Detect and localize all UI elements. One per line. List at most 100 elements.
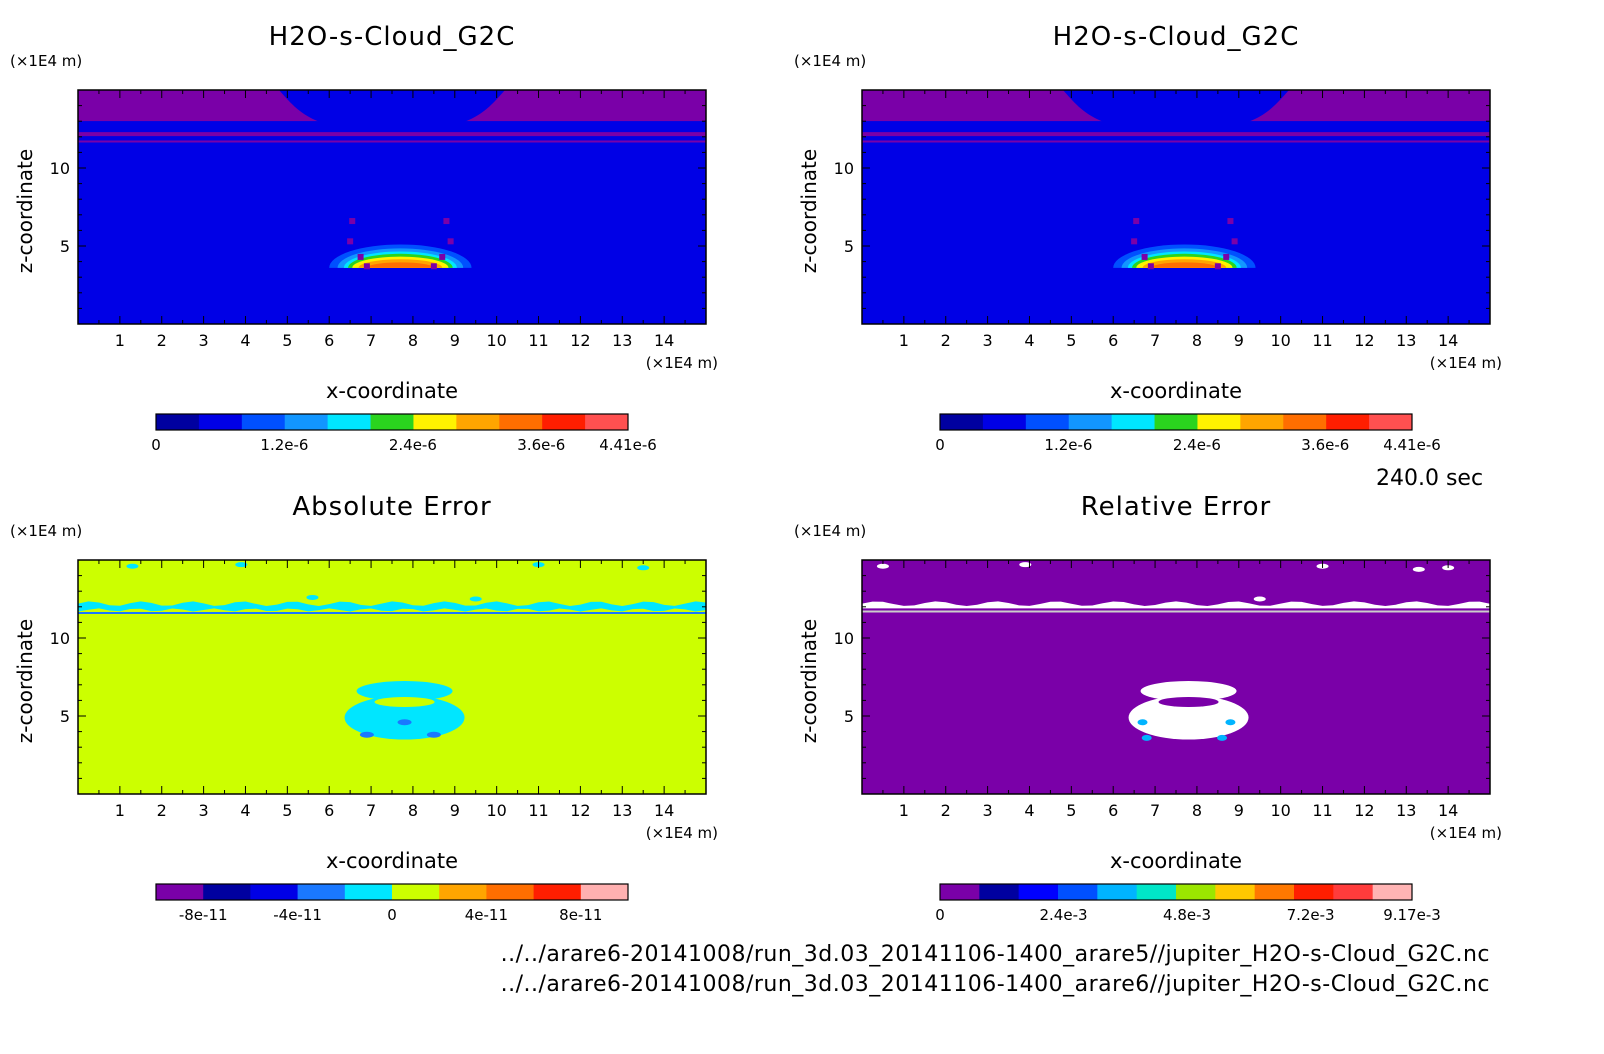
x-axis-label: x-coordinate bbox=[326, 379, 458, 403]
colorbar-segment bbox=[1154, 414, 1198, 430]
colorbar-label: 0 bbox=[387, 906, 397, 924]
error-speck bbox=[235, 562, 248, 568]
error-speck bbox=[126, 563, 139, 569]
colorbar-segment bbox=[1111, 414, 1156, 430]
rel-error-blob-top bbox=[1140, 681, 1237, 702]
error-blob-main bbox=[344, 695, 465, 740]
colorbar-segment bbox=[1058, 884, 1098, 900]
cloud-speck bbox=[347, 238, 354, 245]
cloud-speck bbox=[1223, 253, 1230, 260]
x-tick-label: 1 bbox=[899, 331, 909, 350]
colorbar-frame bbox=[155, 883, 629, 901]
x-tick-label: 3 bbox=[199, 801, 209, 820]
cloud-speck bbox=[430, 263, 437, 270]
colorbar-label: 4.41e-6 bbox=[599, 436, 657, 454]
colorbar-segment bbox=[542, 414, 586, 430]
colorbar-segment bbox=[1197, 414, 1241, 430]
colorbar-label: 8e-11 bbox=[559, 906, 602, 924]
colorbar-frame bbox=[155, 413, 629, 431]
time-label: 240.0 sec bbox=[1376, 466, 1484, 491]
x-tick-label: 13 bbox=[1396, 801, 1416, 820]
colorbar-segment bbox=[241, 414, 286, 430]
rel-error-speck bbox=[1019, 562, 1032, 568]
x-tick-label: 7 bbox=[366, 331, 376, 350]
rel-error-blob-speck bbox=[1141, 734, 1152, 741]
rel-error-blob-speck bbox=[1225, 719, 1236, 726]
z-axis-label: z-coordinate bbox=[797, 619, 821, 743]
colorbar-label: 4e-11 bbox=[465, 906, 508, 924]
colorbar-label: 2.4e-6 bbox=[1173, 436, 1221, 454]
x-tick-label: 4 bbox=[240, 331, 250, 350]
colorbar-label: -4e-11 bbox=[273, 906, 322, 924]
panel-title: H2O-s-Cloud_G2C bbox=[269, 22, 516, 52]
x-tick-label: 11 bbox=[528, 801, 548, 820]
colorbar-label: 3.6e-6 bbox=[517, 436, 565, 454]
colorbar-label: 4.41e-6 bbox=[1383, 436, 1441, 454]
x-tick-label: 3 bbox=[983, 331, 993, 350]
z-unit-label: (×1E4 m) bbox=[10, 52, 82, 70]
colorbar-label: 0 bbox=[151, 436, 161, 454]
error-speck bbox=[469, 596, 482, 602]
file-caption-arare5: ../../arare6-20141008/run_3d.03_20141106… bbox=[500, 942, 1490, 967]
x-tick-label: 5 bbox=[282, 331, 292, 350]
x-tick-label: 12 bbox=[570, 331, 590, 350]
x-tick-label: 7 bbox=[366, 801, 376, 820]
rel-error-speck bbox=[1412, 566, 1425, 572]
colorbar-segment bbox=[1018, 884, 1059, 900]
rel-error-blob-speck bbox=[1137, 719, 1148, 726]
x-tick-label: 12 bbox=[1354, 801, 1374, 820]
x-tick-label: 1 bbox=[115, 331, 125, 350]
x-tick-label: 9 bbox=[1234, 331, 1244, 350]
colorbar-segment bbox=[327, 414, 372, 430]
colorbar-segment bbox=[1025, 414, 1070, 430]
z-axis-label: z-coordinate bbox=[13, 619, 37, 743]
cloud-speck bbox=[357, 253, 364, 260]
colorbar-label: 2.4e-6 bbox=[389, 436, 437, 454]
cloud-speck bbox=[349, 218, 356, 225]
x-tick-label: 1 bbox=[899, 801, 909, 820]
colorbar-segment bbox=[1215, 884, 1256, 900]
x-tick-label: 14 bbox=[1438, 331, 1458, 350]
x-tick-label: 10 bbox=[1270, 801, 1290, 820]
x-tick-label: 7 bbox=[1150, 801, 1160, 820]
x-tick-label: 4 bbox=[240, 801, 250, 820]
x-tick-label: 8 bbox=[1192, 331, 1202, 350]
x-tick-label: 13 bbox=[612, 331, 632, 350]
colorbar-segment bbox=[1136, 884, 1177, 900]
colorbar-segment bbox=[156, 884, 204, 900]
colorbar-label: 4.8e-3 bbox=[1163, 906, 1211, 924]
x-tick-label: 12 bbox=[1354, 331, 1374, 350]
panel-title: H2O-s-Cloud_G2C bbox=[1053, 22, 1300, 52]
x-tick-label: 6 bbox=[1108, 331, 1118, 350]
cloud-core-level-6 bbox=[1150, 262, 1218, 268]
band-gap bbox=[862, 121, 1490, 124]
x-tick-label: 3 bbox=[199, 331, 209, 350]
z-axis-label: z-coordinate bbox=[13, 149, 37, 273]
colorbar-segment bbox=[1283, 414, 1327, 430]
colorbar-segment bbox=[1294, 884, 1334, 900]
colorbar-segment bbox=[1068, 414, 1113, 430]
x-tick-label: 14 bbox=[654, 331, 674, 350]
x-tick-label: 11 bbox=[528, 331, 548, 350]
cloud-speck bbox=[1141, 253, 1148, 260]
x-tick-label: 2 bbox=[941, 801, 951, 820]
colorbar-segment bbox=[979, 884, 1020, 900]
colorbar-label: 1.2e-6 bbox=[1044, 436, 1092, 454]
x-unit-label: (×1E4 m) bbox=[1430, 824, 1502, 842]
z-axis-label: z-coordinate bbox=[797, 149, 821, 273]
error-speck bbox=[306, 594, 319, 600]
colorbar-segment bbox=[344, 884, 393, 900]
x-tick-label: 5 bbox=[282, 801, 292, 820]
z-tick-label: 10 bbox=[834, 159, 854, 178]
x-tick-label: 3 bbox=[983, 801, 993, 820]
x-tick-label: 7 bbox=[1150, 331, 1160, 350]
error-speck bbox=[637, 565, 650, 571]
colorbar-segment bbox=[499, 414, 543, 430]
colorbar-segment bbox=[370, 414, 414, 430]
error-blob-speck bbox=[397, 719, 412, 726]
x-tick-label: 2 bbox=[941, 331, 951, 350]
colorbar-segment bbox=[439, 884, 487, 900]
